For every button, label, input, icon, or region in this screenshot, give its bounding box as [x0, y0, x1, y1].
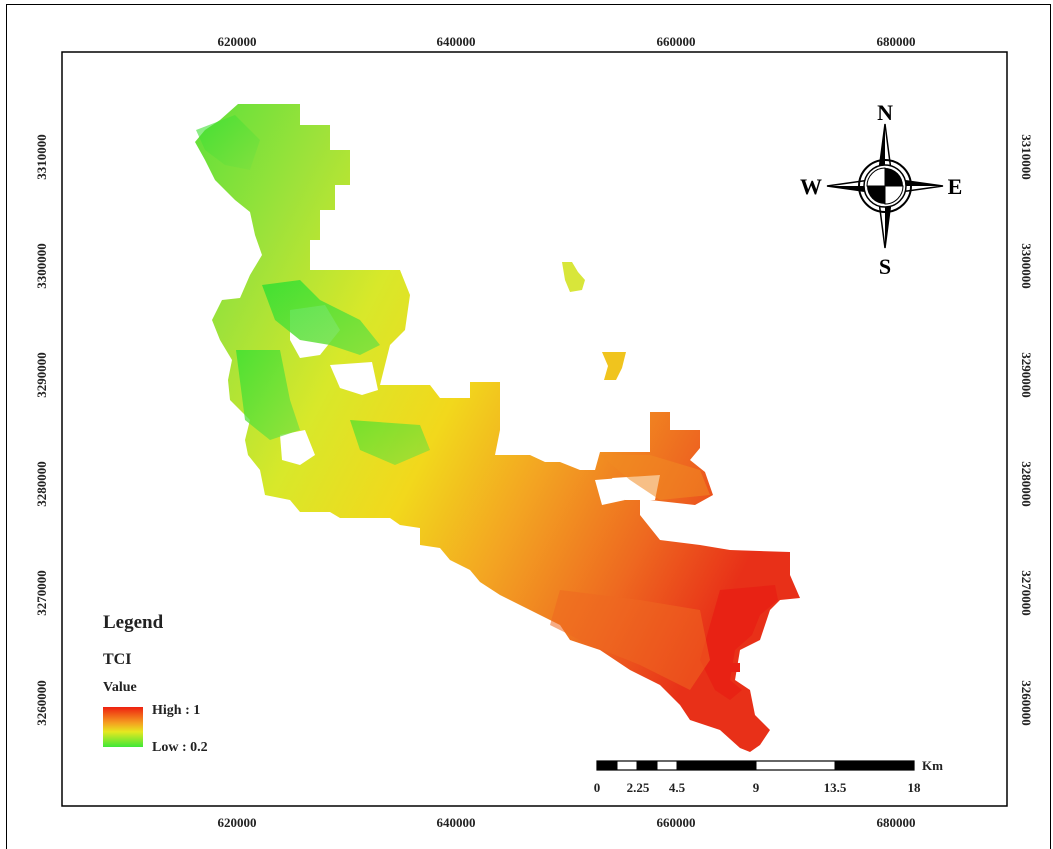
tci-raster	[195, 104, 800, 752]
y-tick-label: 3290000	[1019, 352, 1034, 398]
x-tick-label: 620000	[218, 34, 257, 49]
compass-label-n: N	[877, 100, 893, 125]
tci-raster-main	[195, 104, 800, 752]
map-layout-frame	[6, 4, 1051, 849]
y-ticks-right: 3310000 3300000 3290000 3280000 3270000 32600…	[1019, 134, 1034, 726]
scale-bar-label: 0	[594, 780, 601, 795]
scale-bar-segment	[677, 761, 756, 770]
scale-bar-segment	[656, 760, 678, 771]
scale-bar-unit: Km	[922, 758, 943, 773]
y-tick-label: 3310000	[1019, 134, 1034, 180]
legend-value-label: Value	[103, 680, 137, 695]
legend-title: Legend	[103, 612, 164, 633]
tci-green-patch	[196, 115, 260, 170]
scale-bar-segment	[835, 761, 914, 770]
scale-bar-label: 4.5	[669, 780, 686, 795]
scale-bar-segment	[755, 760, 836, 771]
scale-bar-segment	[637, 761, 657, 770]
compass-label-w: W	[800, 174, 822, 199]
y-tick-label: 3260000	[1019, 680, 1034, 726]
scale-bar-outline	[596, 760, 915, 771]
y-tick-label: 3280000	[1019, 461, 1034, 507]
y-tick-label: 3310000	[34, 134, 49, 180]
x-tick-label: 620000	[218, 815, 257, 830]
x-ticks-top: 620000 640000 660000 680000	[218, 34, 916, 49]
y-tick-label: 3300000	[1019, 243, 1034, 289]
tci-isolated-patch	[602, 352, 626, 380]
scale-bar-label: 9	[753, 780, 760, 795]
x-tick-label: 640000	[437, 34, 476, 49]
tci-isolated-patch	[562, 262, 585, 292]
north-arrow: N S E W	[800, 100, 962, 279]
tci-gap	[280, 430, 315, 465]
y-tick-label: 3280000	[34, 461, 49, 507]
tci-green-patch	[236, 350, 300, 440]
y-tick-label: 3300000	[34, 243, 49, 289]
scale-bar-label: 2.25	[627, 780, 650, 795]
legend-layer-name: TCI	[103, 651, 132, 668]
tci-orange-zone	[600, 455, 710, 500]
y-ticks-left: 3310000 3300000 3290000 3280000 3270000 32600…	[34, 134, 49, 726]
y-tick-label: 3270000	[1019, 570, 1034, 616]
y-tick-label: 3260000	[34, 680, 49, 726]
tci-green-patch	[262, 280, 380, 355]
compass-ring	[858, 159, 912, 213]
y-tick-label: 3270000	[34, 570, 49, 616]
tci-gap	[330, 362, 378, 395]
tci-red-core	[700, 585, 778, 700]
tci-isolated-patch	[730, 663, 740, 672]
compass-center	[867, 186, 885, 204]
compass-center	[884, 185, 904, 205]
x-tick-label: 660000	[657, 815, 696, 830]
scale-bar-segment	[616, 760, 638, 771]
scale-bar-segment	[597, 761, 617, 770]
y-tick-label: 3290000	[34, 352, 49, 398]
scale-bar: 0 2.25 4.5 9 13.5 18 Km	[594, 758, 943, 795]
tci-green-patch	[350, 420, 430, 465]
x-tick-label: 660000	[657, 34, 696, 49]
legend-high-label: High : 1	[152, 703, 201, 718]
map-neatline	[61, 51, 1008, 807]
compass-center	[866, 167, 886, 187]
scale-bar-label: 18	[908, 780, 922, 795]
x-tick-label: 680000	[877, 815, 916, 830]
scale-bar-label: 13.5	[824, 780, 847, 795]
legend-color-ramp	[103, 707, 143, 747]
compass-label-s: S	[879, 254, 891, 279]
compass-center	[885, 168, 903, 186]
compass-label-e: E	[948, 174, 963, 199]
x-ticks-bottom: 620000 640000 660000 680000	[218, 815, 916, 830]
legend-low-label: Low : 0.2	[152, 740, 208, 755]
tci-orange-zone	[550, 590, 710, 690]
x-tick-label: 640000	[437, 815, 476, 830]
x-tick-label: 680000	[877, 34, 916, 49]
